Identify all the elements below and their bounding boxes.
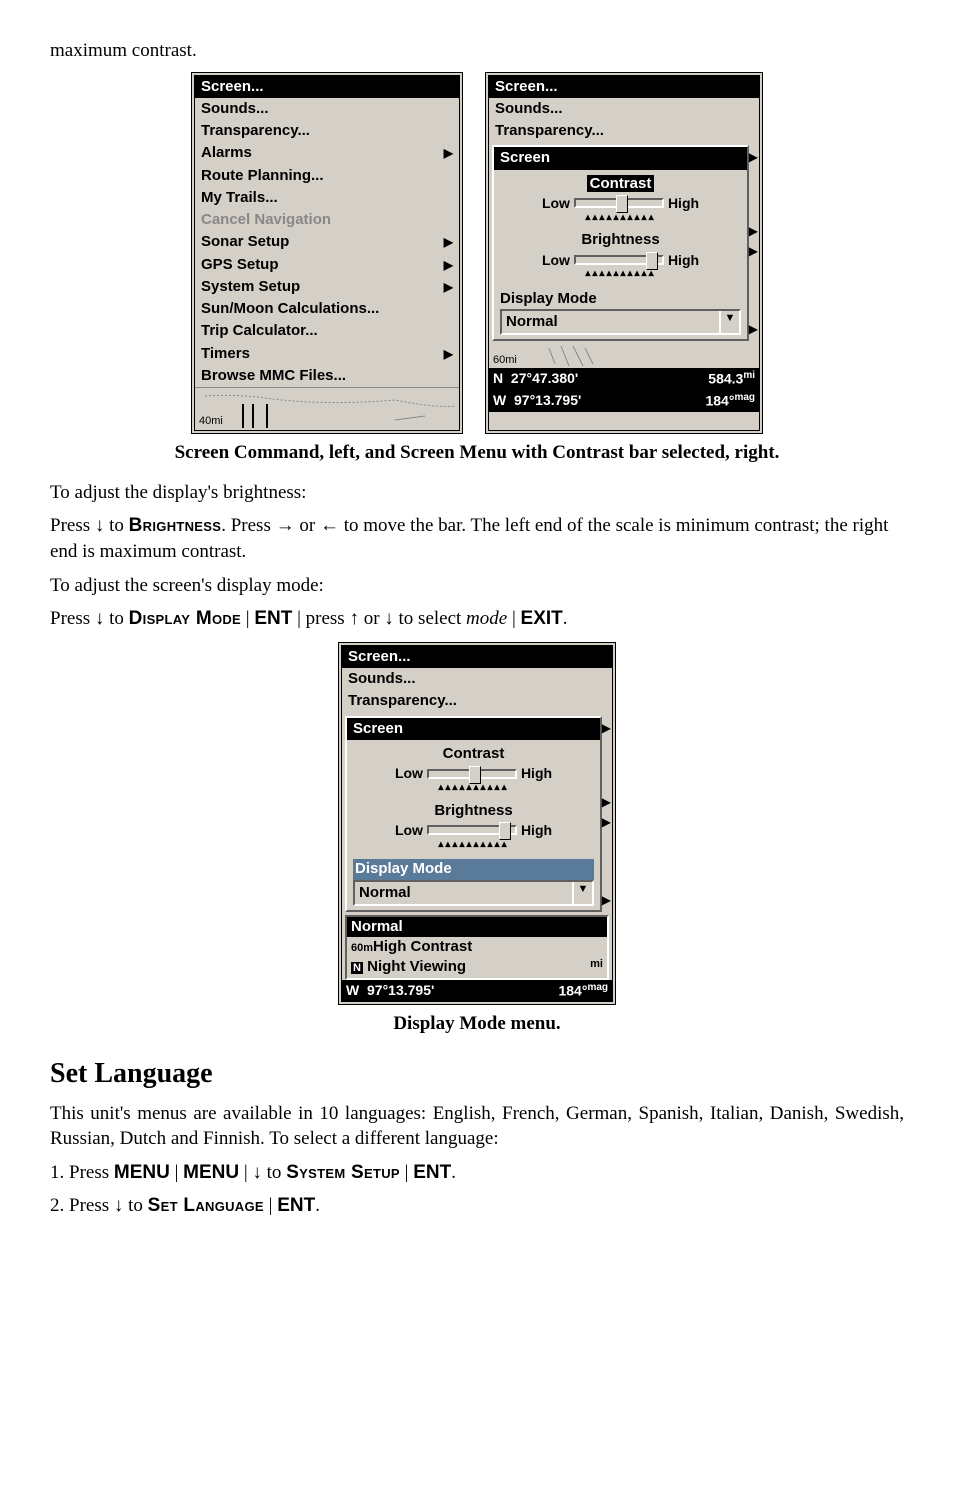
top-item-transparency[interactable]: Transparency... (489, 120, 759, 142)
dd-night[interactable]: N Night Viewingmi (347, 957, 607, 977)
brightness-intro: To adjust the display's brightness: (50, 480, 904, 506)
chevron-right-icon: ▶ (602, 892, 611, 908)
chevron-right-icon: ▶ (602, 814, 611, 830)
chevron-down-icon[interactable]: ▼ (719, 311, 739, 333)
chevron-right-icon: ▶ (444, 279, 453, 295)
menu-item-transparency[interactable]: Transparency... (195, 120, 459, 142)
status-lon: W 97°13.795' 184°mag (489, 390, 759, 412)
top-item-screen[interactable]: Screen... (489, 76, 759, 98)
contrast-label: Contrast (587, 175, 655, 192)
chevron-right-icon: ▶ (444, 234, 453, 250)
brightness-group: Brightness Low High ▴▴▴▴▴▴▴▴▴▴ (500, 230, 741, 281)
mode-intro: To adjust the screen's display mode: (50, 573, 904, 599)
chevron-down-icon[interactable]: ▼ (572, 882, 592, 904)
screen-panel: Screen ▶ Contrast Low High ▴▴▴▴▴▴▴▴▴▴ ▶ … (492, 145, 749, 341)
screenshot-row-2: Screen... Sounds... Transparency... Scre… (50, 642, 904, 1005)
menu-item-system[interactable]: System Setup▶ (195, 276, 459, 298)
set-language-para: This unit's menus are available in 10 la… (50, 1101, 904, 1152)
slider-thumb[interactable] (469, 766, 481, 784)
menu-item-gps[interactable]: GPS Setup▶ (195, 254, 459, 276)
menu-item-sonar[interactable]: Sonar Setup▶ (195, 231, 459, 253)
display-mode-combo[interactable]: Normal ▼ (500, 309, 741, 335)
menu-list: Screen... Sounds... Transparency... Alar… (195, 76, 459, 388)
chevron-right-icon: ▶ (444, 257, 453, 273)
status-lon: W 97°13.795' 184°mag (342, 980, 612, 1002)
screenshots-row-1: Screen... Sounds... Transparency... Alar… (50, 72, 904, 435)
top-item-transparency[interactable]: Transparency... (342, 690, 612, 712)
top-item-sounds[interactable]: Sounds... (489, 98, 759, 120)
chevron-right-icon: ▶ (749, 243, 758, 259)
intro-text: maximum contrast. (50, 38, 904, 64)
brightness-label: Brightness (581, 231, 659, 248)
left-screenshot: Screen... Sounds... Transparency... Alar… (191, 72, 463, 435)
status-lat: N 27°47.380' 584.3mi (489, 368, 759, 390)
menu-item-trails[interactable]: My Trails... (195, 187, 459, 209)
third-screenshot: Screen... Sounds... Transparency... Scre… (338, 642, 616, 1005)
set-language-heading: Set Language (50, 1055, 904, 1093)
chevron-right-icon: ▶ (602, 794, 611, 810)
step-1: 1. Press MENU | MENU | ↓ to System Setup… (50, 1160, 904, 1186)
chevron-right-icon: ▶ (749, 149, 758, 165)
display-mode-label: Display Mode (500, 289, 741, 309)
display-mode-dropdown[interactable]: Normal 60mHigh Contrast N Night Viewingm… (345, 915, 609, 980)
mode-instructions: Press ↓ to Display Mode | ENT | press ↑ … (50, 606, 904, 632)
chevron-right-icon: ▶ (444, 346, 453, 362)
slider-thumb[interactable] (499, 822, 511, 840)
brightness-instructions: Press ↓ to Brightness. Press → or ← to m… (50, 513, 904, 564)
contrast-label: Contrast (443, 745, 505, 762)
brightness-label: Brightness (434, 802, 512, 819)
chevron-right-icon: ▶ (602, 720, 611, 736)
menu-item-screen[interactable]: Screen... (195, 76, 459, 98)
display-mode-label: Display Mode (353, 859, 594, 879)
menu-item-sounds[interactable]: Sounds... (195, 98, 459, 120)
map-area: 40mi (195, 387, 459, 430)
panel-title: Screen (494, 147, 747, 169)
right-screenshot: Screen... Sounds... Transparency... Scre… (485, 72, 763, 435)
dd-high-contrast[interactable]: 60mHigh Contrast (347, 937, 607, 957)
contrast-group: Contrast Low High ▴▴▴▴▴▴▴▴▴▴ (500, 174, 741, 225)
menu-item-timers[interactable]: Timers▶ (195, 343, 459, 365)
menu-item-cancel-nav: Cancel Navigation (195, 209, 459, 231)
scale-label: 60mi (493, 353, 517, 368)
chevron-right-icon: ▶ (749, 223, 758, 239)
scale-label: 40mi (199, 414, 223, 429)
slider-thumb[interactable] (616, 195, 628, 213)
menu-item-sunmoon[interactable]: Sun/Moon Calculations... (195, 298, 459, 320)
display-mode-combo[interactable]: Normal ▼ (353, 880, 594, 906)
menu-item-alarms[interactable]: Alarms▶ (195, 142, 459, 164)
slider-thumb[interactable] (646, 252, 658, 270)
top-item-sounds[interactable]: Sounds... (342, 668, 612, 690)
caption-2: Display Mode menu. (50, 1011, 904, 1037)
dd-normal[interactable]: Normal (347, 917, 607, 937)
chevron-right-icon: ▶ (749, 321, 758, 337)
map-strip: 60mi (489, 344, 759, 368)
caption-1: Screen Command, left, and Screen Menu wi… (50, 440, 904, 466)
menu-item-trip[interactable]: Trip Calculator... (195, 320, 459, 342)
brightness-group: Brightness Low High ▴▴▴▴▴▴▴▴▴▴ (353, 801, 594, 852)
menu-item-route[interactable]: Route Planning... (195, 165, 459, 187)
top-item-screen[interactable]: Screen... (342, 646, 612, 668)
menu-item-browse[interactable]: Browse MMC Files... (195, 365, 459, 387)
panel-title: Screen (347, 718, 600, 740)
contrast-group: Contrast Low High ▴▴▴▴▴▴▴▴▴▴ (353, 744, 594, 795)
chevron-right-icon: ▶ (444, 145, 453, 161)
map-sketch (195, 388, 459, 430)
step-2: 2. Press ↓ to Set Language | ENT. (50, 1193, 904, 1219)
screen-panel: Screen ▶ Contrast Low High ▴▴▴▴▴▴▴▴▴▴ ▶ … (345, 716, 602, 912)
